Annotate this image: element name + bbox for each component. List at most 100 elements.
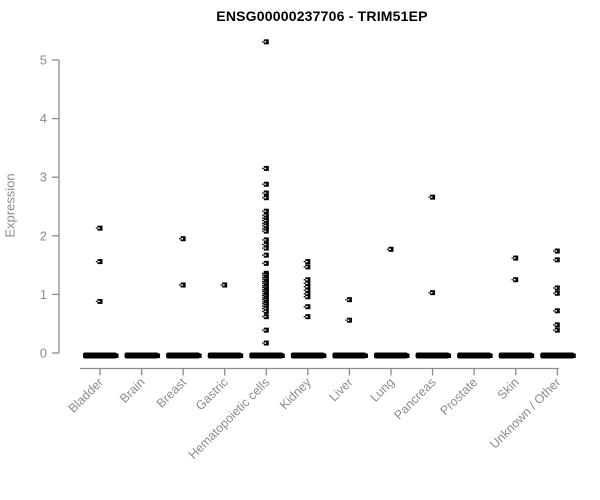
- zero-expression-mass: [415, 352, 450, 359]
- zero-expression-mass-notch: [321, 353, 327, 358]
- data-point-left-tick: [262, 297, 264, 299]
- data-point-center: [305, 315, 308, 318]
- plot-title: ENSG00000237706 - TRIM51EP: [216, 8, 428, 24]
- data-point-left-tick: [262, 329, 264, 331]
- data-point-left-tick: [303, 296, 306, 298]
- data-point: [97, 298, 103, 304]
- data-point: [305, 287, 311, 293]
- category-label: Brain: [117, 375, 148, 406]
- zero-expression-mass-notch: [155, 353, 161, 358]
- data-point-left-tick: [303, 286, 306, 288]
- data-point-left-tick: [262, 228, 264, 230]
- zero-expression-mass: [498, 352, 533, 359]
- zero-expression-mass-notch: [571, 353, 576, 358]
- data-point-left-tick: [262, 274, 264, 276]
- data-point-center: [513, 257, 516, 259]
- data-point-center: [305, 279, 308, 281]
- data-point-left-tick: [262, 167, 264, 170]
- data-point: [305, 277, 311, 283]
- data-point: [263, 165, 269, 171]
- zero-expression-mass: [290, 352, 325, 359]
- data-point-left-tick: [428, 196, 430, 198]
- data-point-left-tick: [553, 287, 555, 289]
- category-label: Unknown / Other: [487, 375, 563, 451]
- data-point-left-tick: [262, 210, 264, 212]
- data-point-left-tick: [262, 293, 264, 295]
- data-point-left-tick: [262, 41, 264, 43]
- category-label: Lung: [368, 375, 398, 405]
- data-point-left-tick: [95, 227, 98, 229]
- data-point-center: [430, 291, 433, 294]
- data-point-left-tick: [262, 219, 264, 222]
- data-point-left-tick: [553, 310, 555, 312]
- data-point-left-tick: [262, 239, 264, 241]
- data-point-center: [264, 342, 267, 344]
- zero-expression-mass: [166, 352, 201, 359]
- data-point-left-tick: [262, 225, 264, 227]
- zero-expression-mass-notch: [404, 353, 410, 358]
- data-point: [430, 194, 436, 200]
- data-point-center: [555, 250, 558, 252]
- data-point: [180, 282, 186, 288]
- data-point-left-tick: [303, 266, 306, 268]
- data-point-left-tick: [95, 260, 98, 263]
- data-point-left-tick: [553, 292, 555, 294]
- data-point-center: [98, 300, 100, 303]
- data-point-left-tick: [262, 192, 264, 194]
- data-point: [305, 280, 311, 286]
- data-point: [263, 314, 269, 320]
- data-point: [346, 317, 352, 323]
- data-point: [554, 285, 560, 291]
- data-point-center: [98, 227, 100, 229]
- data-point-center: [555, 324, 558, 326]
- data-point-center: [264, 192, 267, 194]
- data-point: [554, 308, 560, 314]
- data-point-left-tick: [553, 259, 555, 261]
- category-label: Pancreas: [391, 375, 438, 422]
- data-point-left-tick: [262, 278, 264, 280]
- data-point-center: [305, 296, 308, 298]
- data-point-left-tick: [262, 305, 264, 307]
- data-point: [263, 212, 269, 218]
- data-point-center: [264, 197, 267, 199]
- data-point-left-tick: [262, 285, 264, 287]
- data-point-center: [305, 260, 308, 263]
- data-point-left-tick: [262, 217, 264, 219]
- zero-expression-mass-notch: [488, 353, 493, 358]
- data-point-left-tick: [262, 294, 264, 297]
- data-point: [554, 248, 560, 254]
- data-point-center: [222, 284, 225, 286]
- category-label: Kidney: [277, 375, 314, 412]
- data-point: [513, 255, 519, 261]
- y-tick-label: 3: [40, 170, 47, 185]
- data-point-left-tick: [553, 250, 555, 252]
- data-point-left-tick: [262, 280, 264, 283]
- data-point-center: [305, 289, 308, 291]
- data-point: [263, 252, 269, 258]
- data-point-left-tick: [262, 310, 264, 312]
- zero-expression-mass: [373, 352, 408, 359]
- data-point-center: [181, 238, 184, 240]
- data-point-center: [264, 183, 267, 185]
- data-point-left-tick: [303, 282, 306, 284]
- data-point-left-tick: [262, 316, 264, 318]
- zero-expression-mass-notch: [446, 353, 452, 358]
- category-label: Prostate: [437, 375, 480, 418]
- category-label: Liver: [326, 375, 355, 404]
- data-point-center: [305, 266, 308, 268]
- data-point: [305, 314, 311, 320]
- data-point-left-tick: [303, 289, 306, 291]
- data-point: [263, 195, 269, 201]
- data-point-left-tick: [178, 238, 181, 240]
- data-point-center: [181, 284, 184, 286]
- data-point-center: [555, 292, 558, 294]
- data-point: [263, 305, 269, 311]
- data-point-left-tick: [178, 284, 181, 286]
- data-point: [263, 190, 269, 196]
- data-point: [263, 245, 269, 251]
- data-point-left-tick: [262, 272, 264, 274]
- data-point-left-tick: [95, 300, 98, 303]
- data-point: [305, 264, 311, 270]
- data-point-left-tick: [262, 301, 264, 303]
- data-point-left-tick: [386, 248, 389, 250]
